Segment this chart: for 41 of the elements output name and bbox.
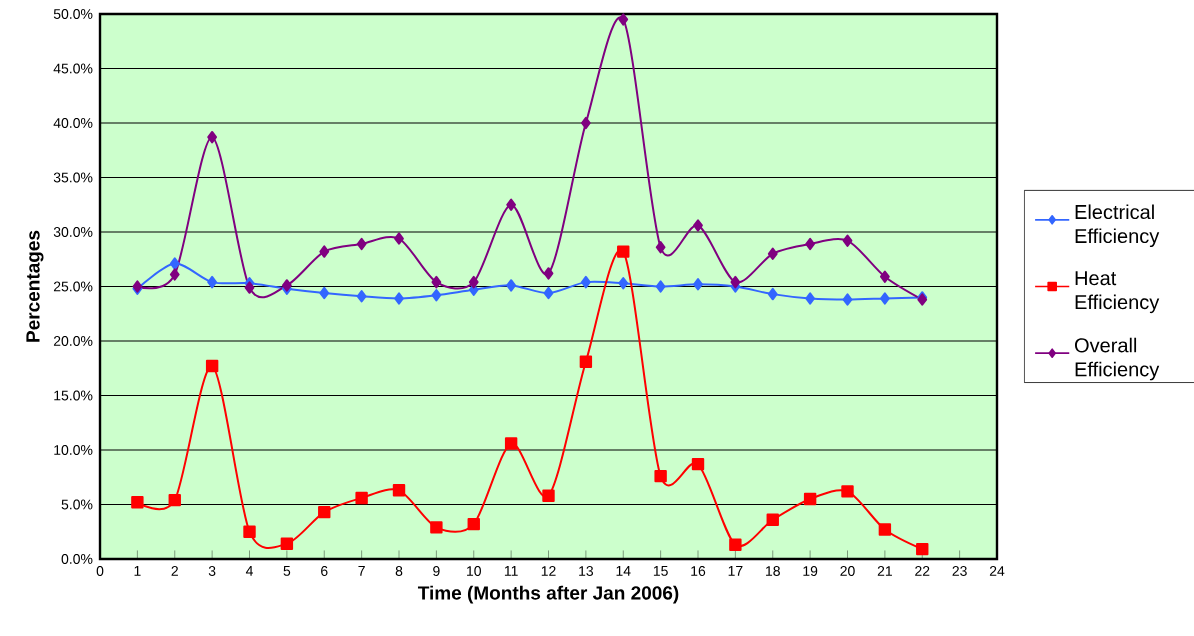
x-tick-label: 8	[395, 566, 403, 576]
x-tick-label: 12	[541, 566, 556, 576]
legend-label: Electrical Efficiency	[1075, 204, 1160, 248]
x-tick-label: 23	[952, 566, 967, 576]
y-tick-label: 45.0%	[53, 63, 93, 74]
x-tick-label: 21	[877, 566, 892, 576]
y-tick-label: 35.0%	[53, 172, 93, 183]
y-tick-label: 5.0%	[61, 499, 93, 510]
x-tick-label: 10	[467, 566, 481, 576]
y-tick-label: 10.0%	[54, 445, 93, 455]
x-tick-label: 5	[283, 566, 291, 576]
x-tick-label: 24	[989, 566, 1005, 576]
x-axis-title: Time (Months after Jan 2006)	[417, 585, 679, 604]
x-tick-label: 15	[653, 566, 668, 576]
x-tick-label: 2	[171, 566, 178, 576]
legend-label: Overall Efficiency	[1074, 337, 1160, 381]
y-tick-label: 15.0%	[54, 390, 93, 401]
y-tick-label: 40.0%	[53, 118, 93, 128]
y-tick-label: 0.0%	[61, 554, 93, 564]
x-tick-label: 20	[840, 566, 855, 576]
y-tick-label: 20.0%	[53, 336, 93, 346]
y-tick-label: 25.0%	[53, 281, 93, 292]
x-tick-label: 9	[433, 566, 440, 576]
x-tick-label: 7	[358, 566, 365, 576]
x-tick-label: 6	[321, 566, 328, 576]
x-tick-label: 4	[245, 566, 253, 576]
x-tick-label: 22	[915, 566, 930, 576]
y-axis-title: Percentages	[26, 230, 44, 342]
legend-label: Heat Efficiency	[1075, 271, 1160, 314]
x-tick-label: 0	[96, 566, 104, 576]
y-tick-label: 30.0%	[53, 227, 93, 237]
x-tick-label: 16	[691, 566, 706, 576]
x-tick-label: 3	[208, 566, 216, 576]
x-tick-label: 13	[579, 566, 594, 576]
x-tick-label: 14	[616, 566, 631, 576]
x-tick-label: 18	[766, 566, 780, 576]
x-tick-label: 11	[504, 566, 518, 576]
x-tick-label: 19	[803, 566, 818, 576]
y-tick-label: 50.0%	[53, 9, 93, 19]
x-tick-label: 17	[728, 566, 743, 576]
x-tick-label: 1	[134, 566, 141, 576]
